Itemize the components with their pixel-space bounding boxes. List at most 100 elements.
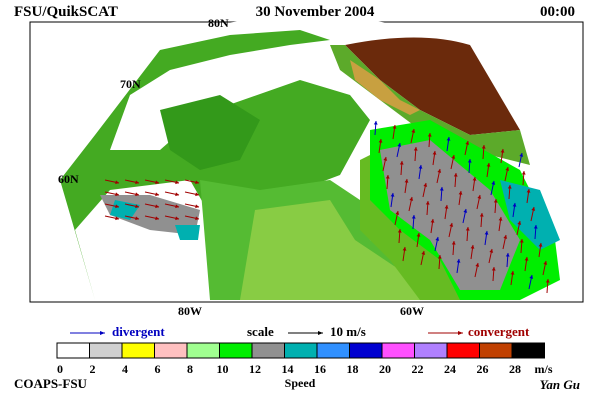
wind-arrowhead xyxy=(521,171,526,175)
colorbar-tick: 8 xyxy=(187,362,193,376)
colorbar-tick: 16 xyxy=(314,362,326,376)
colorbar-box xyxy=(349,342,383,359)
wind-arrowhead xyxy=(155,180,159,185)
wind-arrowhead xyxy=(437,169,442,173)
wind-arrowhead xyxy=(507,185,512,189)
colorbar-tick: 0 xyxy=(57,362,63,376)
wind-arrowhead xyxy=(385,175,390,179)
wind-arrowhead xyxy=(437,255,442,259)
colorbar-box xyxy=(284,342,318,359)
lat-label: 60N xyxy=(58,172,79,186)
wind-arrowhead xyxy=(135,216,139,221)
wind-arrowhead xyxy=(510,271,515,275)
wind-arrowhead xyxy=(451,155,456,159)
wind-arrowhead xyxy=(500,149,505,153)
wind-arrowhead xyxy=(411,129,416,133)
lat-label: 70N xyxy=(120,77,141,91)
colorbar-tick: 12 xyxy=(249,362,261,376)
header-center: 30 November 2004 xyxy=(256,4,375,20)
wind-arrowhead xyxy=(505,167,510,171)
wind-arrowhead xyxy=(491,181,496,185)
wind-arrowhead xyxy=(517,221,522,225)
colorbar-box xyxy=(219,342,253,359)
header-left: FSU/QuikSCAT xyxy=(14,4,118,20)
wind-arrowhead xyxy=(395,211,400,215)
wind-arrowhead xyxy=(195,216,199,221)
wind-arrowhead xyxy=(175,216,179,221)
wind-arrowhead xyxy=(135,180,139,185)
wind-arrowhead xyxy=(470,245,475,249)
wind-arrowhead xyxy=(533,225,538,229)
wind-arrowhead xyxy=(472,177,477,181)
wind-arrowhead xyxy=(195,204,199,209)
divergent-arrowhead xyxy=(100,331,105,335)
colorbar-box xyxy=(479,342,513,359)
wind-arrowhead xyxy=(427,133,432,137)
wind-arrowhead xyxy=(416,233,421,237)
wind-vectors xyxy=(104,120,550,294)
colorbar-tick: 26 xyxy=(477,362,489,376)
colorbar-box xyxy=(121,342,155,359)
wind-arrowhead xyxy=(526,189,531,193)
wind-arrowhead xyxy=(479,213,484,217)
wind-arrowhead xyxy=(413,147,418,151)
wind-arrowhead xyxy=(465,227,470,231)
scale-arrowhead xyxy=(318,331,323,335)
colorbar-tick: 18 xyxy=(347,362,359,376)
wind-arrowhead xyxy=(421,251,426,255)
legend-divergent: divergent xyxy=(112,324,165,339)
wind-arrowhead xyxy=(538,243,543,247)
wind-arrowhead xyxy=(378,139,383,143)
wind-arrowhead xyxy=(545,279,550,283)
convergent-arrowhead xyxy=(458,331,463,335)
wind-arrowhead xyxy=(491,267,496,271)
header-right: 00:00 xyxy=(540,4,575,20)
wind-arrowhead xyxy=(195,192,199,197)
colorbar-unit: m/s xyxy=(535,362,553,376)
wind-arrowhead xyxy=(493,199,498,203)
colorbar-box xyxy=(154,342,188,359)
wind-arrowhead xyxy=(458,191,463,195)
wind-arrowhead xyxy=(423,183,428,187)
wind-arrowhead xyxy=(425,201,430,205)
colorbar-box xyxy=(186,342,220,359)
wind-arrowhead xyxy=(390,193,395,197)
wind-arrowhead xyxy=(444,205,449,209)
map-area xyxy=(60,16,580,300)
wind-arrowhead xyxy=(430,219,435,223)
wind-arrowhead xyxy=(175,204,179,209)
colorbar-tick: 14 xyxy=(282,362,294,376)
wind-arrowhead xyxy=(451,241,456,245)
wind-arrowhead xyxy=(467,159,472,163)
wind-arrowhead xyxy=(446,137,451,141)
wind-arrowhead xyxy=(503,235,508,239)
wind-arrowhead xyxy=(402,247,407,251)
wind-arrowhead xyxy=(135,192,139,197)
colorbar-label: Speed xyxy=(285,376,316,390)
wind-arrowhead xyxy=(383,157,388,161)
wind-arrowhead xyxy=(512,203,517,207)
colorbar-box xyxy=(381,342,415,359)
wind-arrowhead xyxy=(435,237,440,241)
colorbar-box xyxy=(316,342,350,359)
wind-arrowhead xyxy=(175,180,179,185)
wind-arrowhead xyxy=(524,257,529,261)
colorbar-tick: 20 xyxy=(379,362,391,376)
colorbar-box xyxy=(251,342,285,359)
legend-convergent: convergent xyxy=(468,324,530,339)
wind-arrowhead xyxy=(505,253,510,257)
wind-arrowhead xyxy=(486,163,491,167)
wind-arrowhead xyxy=(531,207,536,211)
colorbar-tick: 28 xyxy=(509,362,521,376)
wind-arrowhead xyxy=(543,261,548,265)
footer-left: COAPS-FSU xyxy=(14,376,88,391)
wind-arrowhead xyxy=(477,195,482,199)
wind-arrowhead xyxy=(115,216,119,221)
colorbar-tick: 4 xyxy=(122,362,128,376)
wind-arrowhead xyxy=(115,204,119,209)
wind-arrowhead xyxy=(155,192,159,197)
wind-arrowhead xyxy=(432,151,437,155)
colorbar-tick: 10 xyxy=(217,362,229,376)
lon-label: 60W xyxy=(400,304,424,318)
